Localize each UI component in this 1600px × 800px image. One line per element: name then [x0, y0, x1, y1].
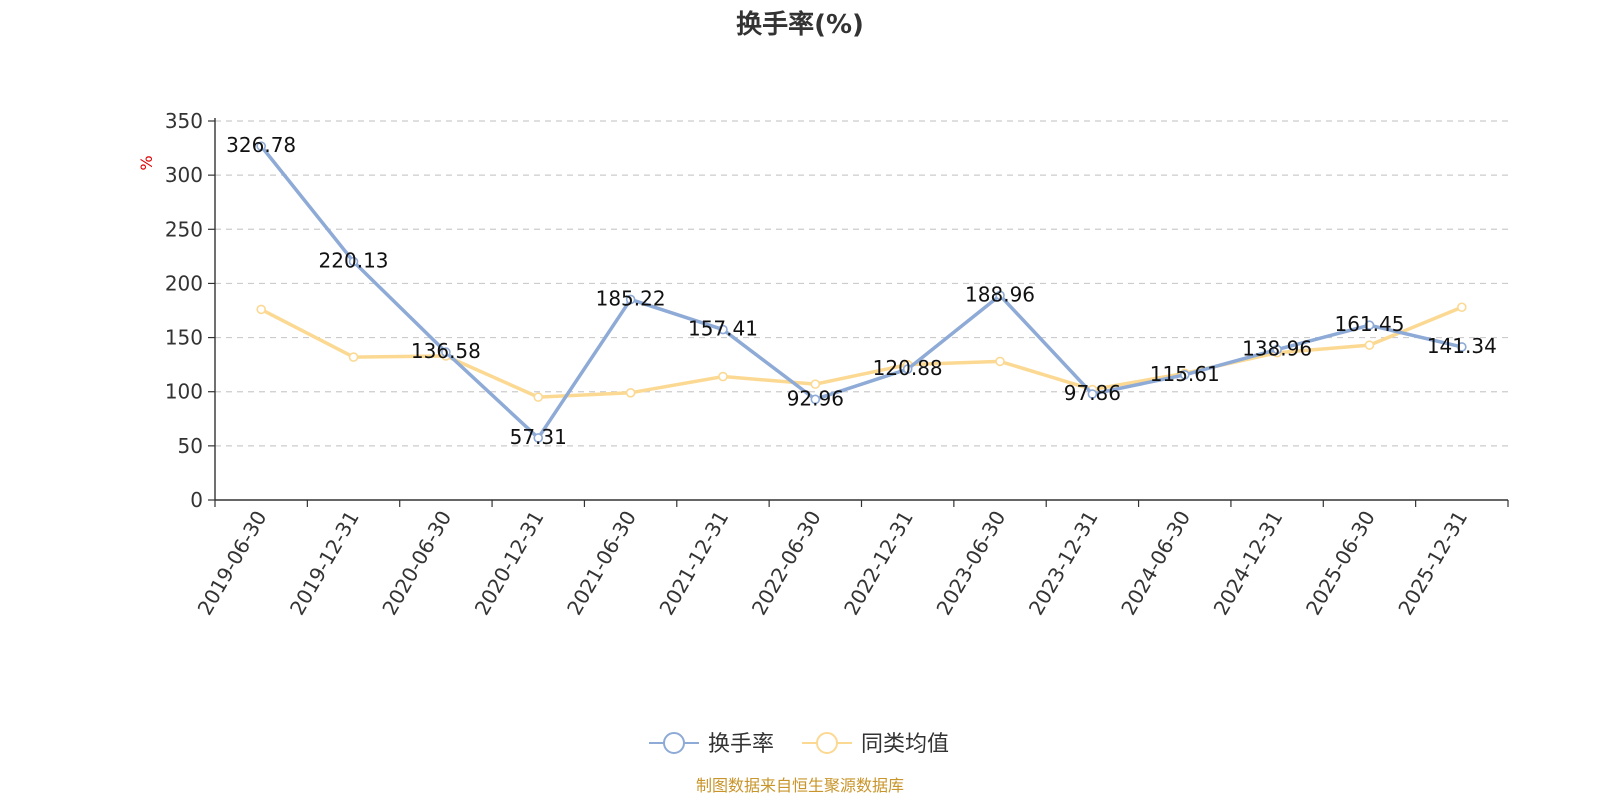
data-point[interactable]: [441, 347, 451, 357]
x-tick-label: 2022-06-30: [747, 507, 826, 620]
grid-lines: [215, 120, 1508, 447]
series-lines: [256, 141, 1467, 443]
data-point[interactable]: [533, 392, 544, 402]
x-tick-label: 2023-12-31: [1024, 507, 1103, 620]
data-label: 115.61: [1150, 362, 1220, 386]
data-label: 141.34: [1427, 334, 1497, 358]
data-label: 136.58: [411, 339, 481, 363]
data-label: 57.31: [510, 425, 567, 449]
x-tick-label: 2021-06-30: [562, 507, 641, 620]
data-point[interactable]: [1272, 344, 1282, 355]
axes: 0 50 100 150 200 250 300 350 2019-06-30 2019-12-3…: [165, 109, 1509, 620]
data-point[interactable]: [810, 379, 821, 389]
data-point[interactable]: [625, 387, 636, 398]
data-point[interactable]: [1364, 340, 1375, 350]
data-point[interactable]: [256, 141, 266, 151]
y-axis-unit: %: [137, 155, 156, 170]
data-point[interactable]: [1457, 342, 1467, 352]
x-tick-label: 2020-12-31: [470, 507, 549, 620]
data-label: 120.88: [873, 356, 943, 380]
data-point[interactable]: [348, 352, 359, 362]
data-point[interactable]: [718, 371, 728, 382]
data-label: 220.13: [319, 249, 389, 273]
legend-marker[interactable]: [816, 732, 838, 754]
x-tick-label: 2019-06-30: [193, 507, 272, 620]
source-note: 制图数据来自恒生聚源数据库: [696, 776, 904, 795]
data-point[interactable]: [625, 294, 636, 305]
x-tick-label: 2019-12-31: [285, 507, 364, 620]
x-tick-label: 2025-06-30: [1301, 507, 1380, 620]
data-point[interactable]: [718, 324, 728, 335]
x-tick-label: 2025-12-31: [1393, 507, 1472, 620]
y-tick-label: 150: [165, 326, 203, 350]
series-line: [260, 305, 1463, 399]
data-label: 138.96: [1242, 337, 1312, 361]
x-tick-label: 2020-06-30: [377, 506, 456, 619]
data-point[interactable]: [1087, 389, 1098, 399]
x-tick-label: 2021-12-31: [654, 507, 733, 620]
y-tick-label: 100: [165, 380, 203, 404]
y-tick-label: 350: [165, 109, 203, 133]
data-label: 161.45: [1334, 312, 1404, 336]
data-label: 188.96: [965, 282, 1035, 306]
y-tick-label: 0: [190, 488, 203, 512]
y-tick-label: 200: [165, 271, 203, 295]
data-point[interactable]: [995, 356, 1005, 367]
series-line: [259, 145, 1463, 440]
data-label: 97.86: [1064, 381, 1121, 405]
data-point[interactable]: [348, 256, 359, 267]
legend-marker[interactable]: [663, 732, 685, 754]
x-tick-label: 2022-12-31: [839, 507, 918, 620]
x-tick-label: 2023-06-30: [931, 506, 1010, 619]
chart-title: 换手率(%): [736, 9, 864, 40]
data-point[interactable]: [1364, 320, 1375, 330]
x-tick-label: 2024-12-31: [1209, 507, 1288, 620]
data-point[interactable]: [1457, 302, 1467, 313]
data-point[interactable]: [1179, 370, 1190, 380]
data-label: 326.78: [226, 133, 296, 157]
data-point[interactable]: [533, 433, 544, 443]
x-tick-label: 2024-06-30: [1116, 507, 1195, 620]
y-tick-label: 50: [178, 434, 203, 458]
y-tick-label: 250: [165, 217, 203, 241]
data-label: 157.41: [688, 317, 758, 341]
data-label: 185.22: [596, 286, 666, 310]
data-labels: 326.78 220.13 136.58 57.31 185.22 157.41 92.96…: [226, 133, 1497, 449]
data-label: 92.96: [787, 386, 844, 410]
legend-label[interactable]: 同类均值: [861, 732, 949, 757]
legend[interactable]: 换手率 同类均值: [649, 732, 949, 757]
y-tick-label: 300: [165, 163, 203, 187]
legend-label[interactable]: 换手率: [708, 732, 774, 757]
data-point[interactable]: [256, 304, 266, 315]
data-point[interactable]: [810, 394, 821, 405]
data-point[interactable]: [902, 364, 913, 374]
data-point[interactable]: [995, 290, 1005, 301]
